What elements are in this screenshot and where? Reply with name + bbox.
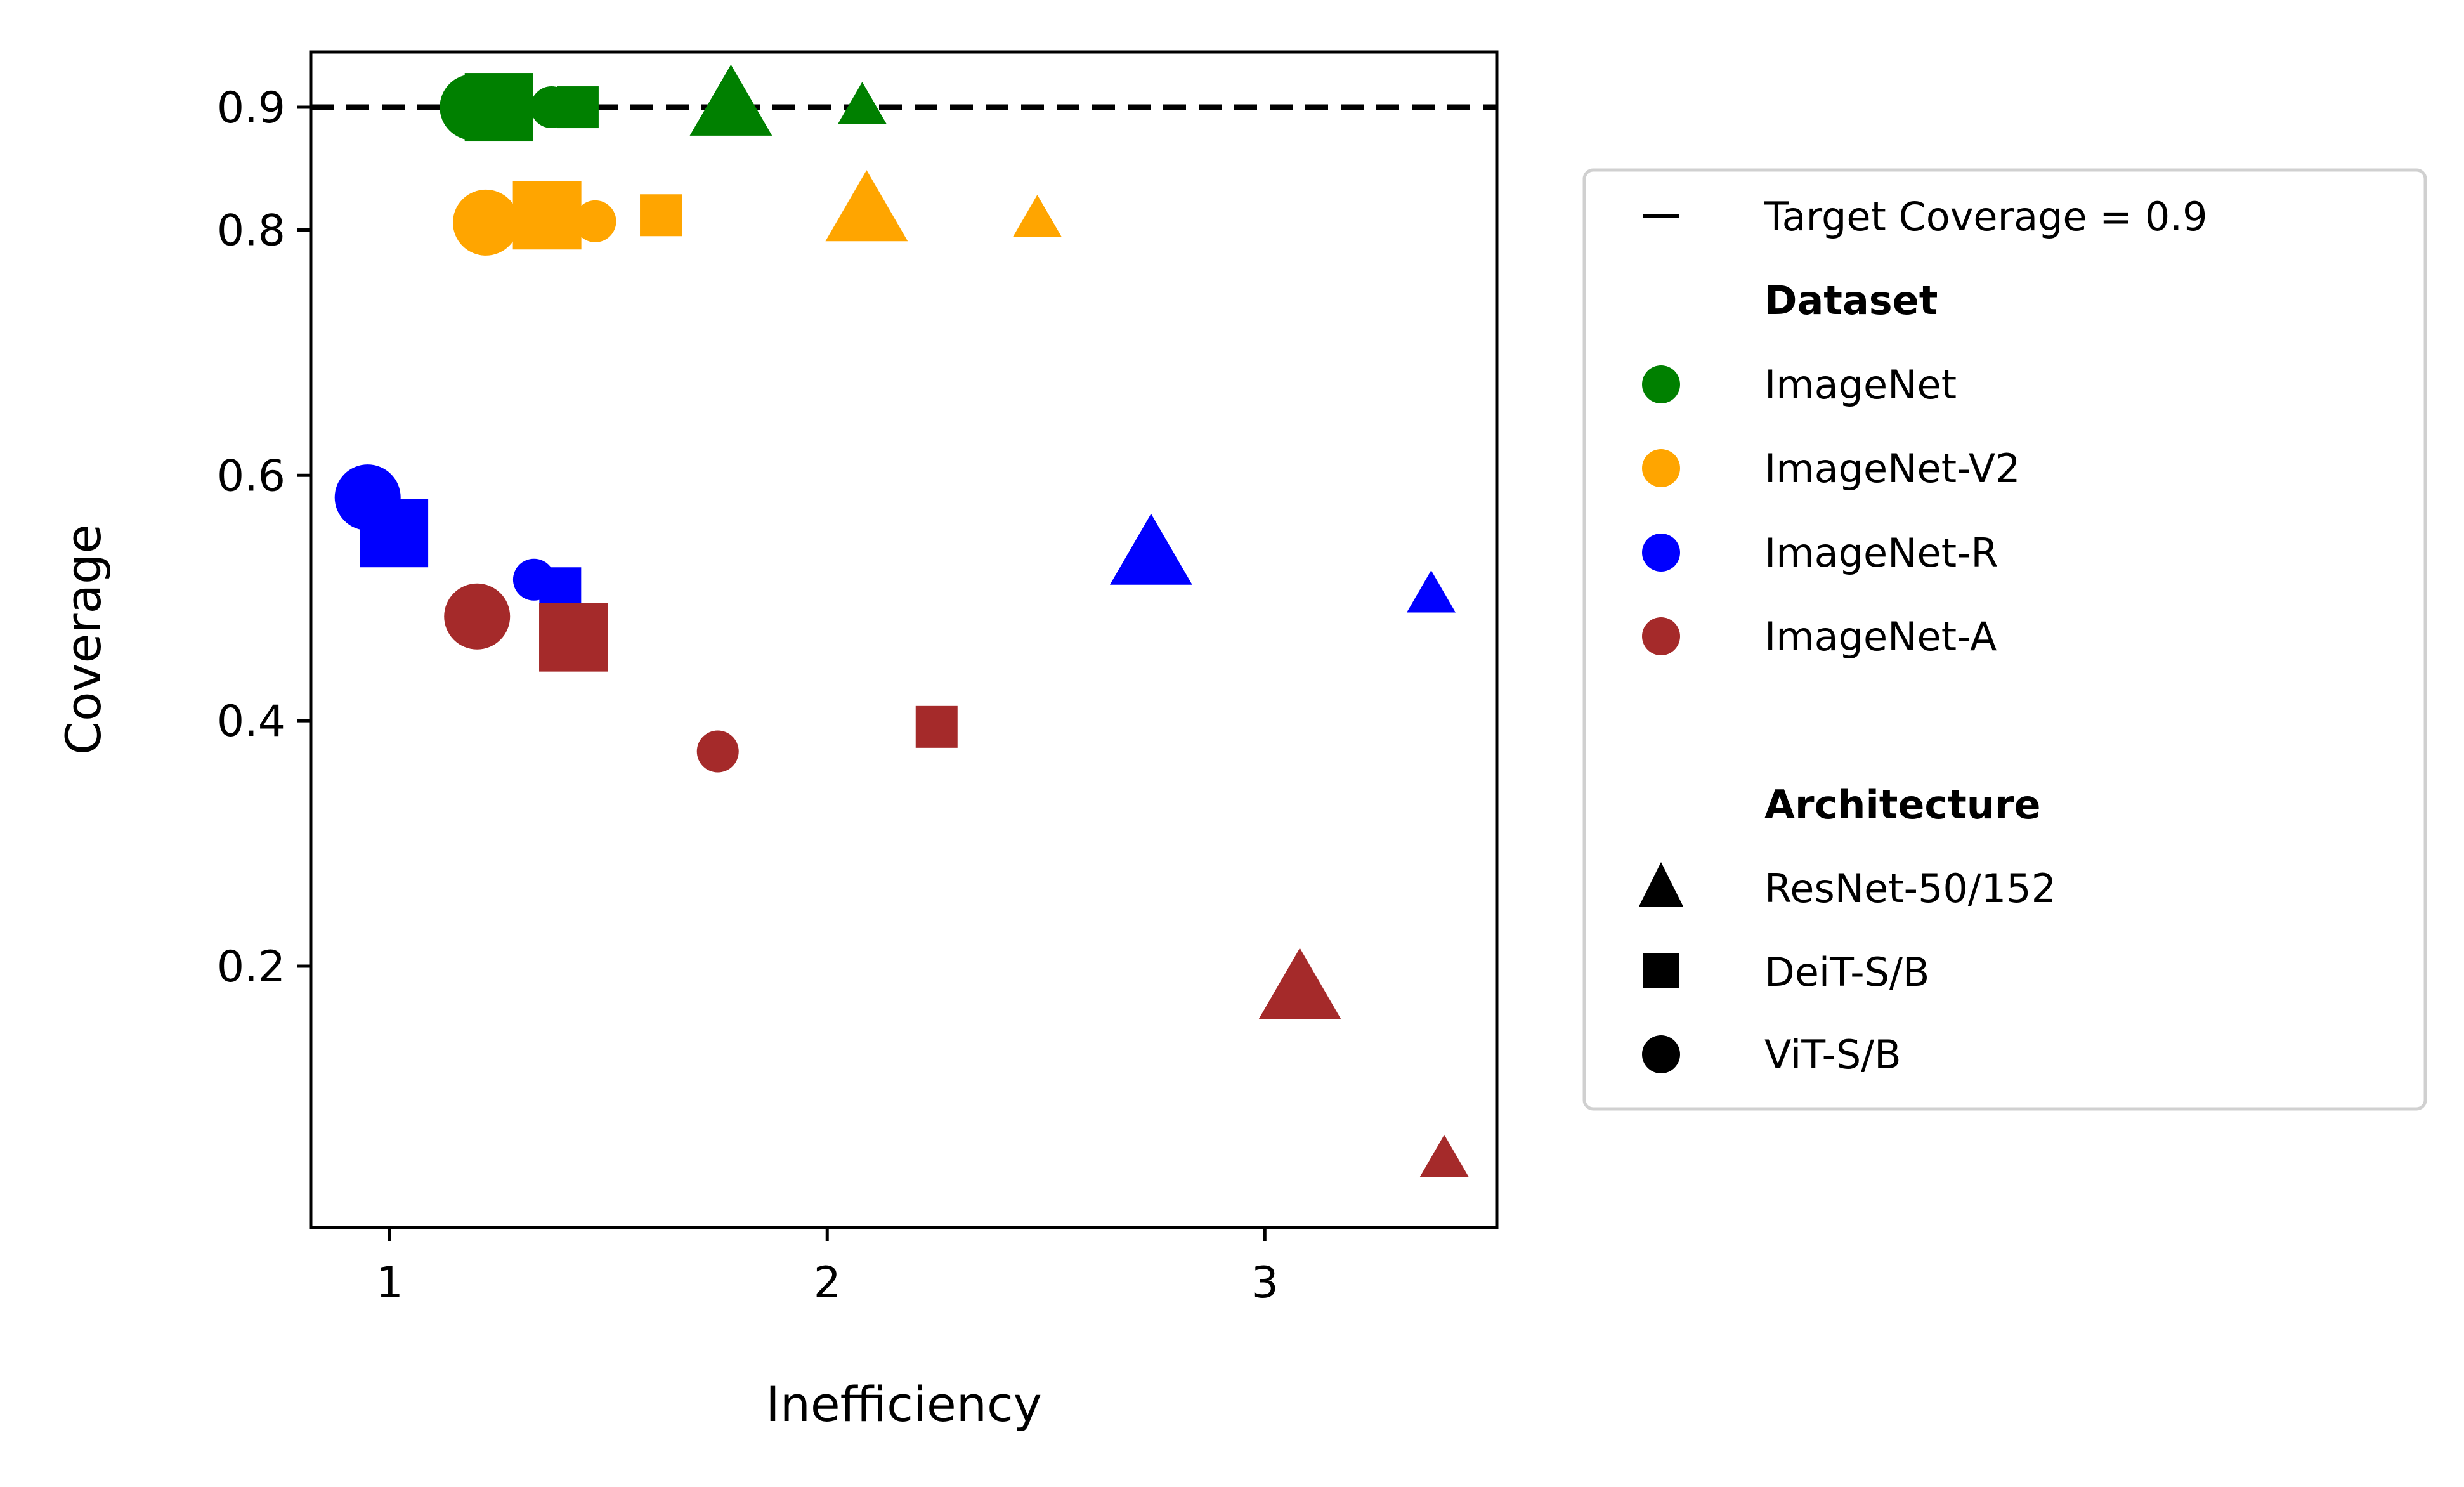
point-imagenet-r-resnet-50-152-small	[1406, 570, 1456, 613]
legend-imagenet-a-label: ImageNet-A	[1764, 613, 1997, 660]
y-tick-label: 0.6	[217, 451, 285, 501]
point-imagenet-v2-resnet-50-152-small	[1012, 195, 1062, 237]
legend-deit-label: DeiT-S/B	[1764, 949, 1929, 995]
point-imagenet-resnet-50-152-large	[689, 64, 772, 136]
point-imagenet-a-deit-s-b-small	[915, 705, 958, 748]
x-axis-label: Inefficiency	[766, 1376, 1041, 1432]
point-imagenet-v2-resnet-50-152-large	[825, 170, 908, 242]
legend-square-icon	[1643, 953, 1679, 988]
legend: Target Coverage = 0.9 Dataset ImageNet I…	[1582, 168, 2427, 1111]
point-imagenet-a-resnet-50-152-small	[1419, 1134, 1469, 1177]
x-tick-label: 1	[376, 1258, 403, 1308]
x-tick-label: 2	[814, 1258, 841, 1308]
point-imagenet-a-resnet-50-152-large	[1258, 948, 1341, 1019]
legend-triangle-icon	[1639, 862, 1683, 907]
legend-imagenet-a-circle-icon	[1642, 617, 1680, 655]
legend-dataset-heading: Dataset	[1764, 277, 1938, 324]
point-imagenet-a-deit-s-b-large	[539, 603, 608, 672]
point-imagenet-r-deit-s-b-small	[539, 567, 582, 610]
legend-imagenet-circle-icon	[1642, 365, 1680, 403]
y-axis-ticks: 0.2 0.4 0.6 0.8 0.9	[217, 83, 311, 992]
y-tick-label: 0.8	[217, 206, 285, 256]
legend-imagenet-r-label: ImageNet-R	[1764, 530, 1998, 576]
y-tick-label: 0.9	[217, 83, 285, 133]
point-imagenet-a-vit-s-b-small	[696, 730, 739, 773]
y-tick-label: 0.2	[217, 942, 285, 992]
y-axis-label: Coverage	[55, 524, 112, 755]
point-imagenet-deit-s-b-large	[464, 73, 533, 142]
point-imagenet-r-resnet-50-152-large	[1109, 513, 1192, 585]
legend-imagenet-r-circle-icon	[1642, 534, 1680, 572]
point-imagenet-resnet-50-152-small	[837, 82, 887, 124]
point-imagenet-v2-vit-s-b-large	[453, 189, 519, 256]
point-imagenet-v2-vit-s-b-small	[574, 200, 616, 242]
legend-imagenet-v2-circle-icon	[1642, 449, 1680, 487]
legend-frame	[1582, 168, 2427, 1111]
point-imagenet-r-deit-s-b-large	[360, 499, 429, 568]
plot-area: 1 2 3 0.2 0.4 0.6 0.8 0.9	[217, 50, 1499, 1308]
y-tick-label: 0.4	[217, 697, 285, 747]
point-imagenet-v2-deit-s-b-small	[640, 194, 682, 237]
data-points	[334, 64, 1469, 1177]
point-imagenet-deit-s-b-small	[556, 86, 599, 129]
x-axis-ticks: 1 2 3	[376, 1228, 1279, 1308]
point-imagenet-v2-deit-s-b-large	[512, 181, 582, 250]
legend-vit-label: ViT-S/B	[1764, 1032, 1901, 1078]
legend-resnet-label: ResNet-50/152	[1764, 865, 2056, 912]
point-imagenet-a-vit-s-b-large	[444, 583, 511, 650]
legend-imagenet-v2-label: ImageNet-V2	[1764, 445, 2021, 492]
legend-circle-icon	[1642, 1035, 1680, 1073]
x-tick-label: 3	[1251, 1258, 1279, 1308]
axes-frame	[309, 50, 1499, 1229]
legend-target-label: Target Coverage = 0.9	[1764, 193, 2208, 240]
legend-imagenet-label: ImageNet	[1764, 362, 1957, 408]
legend-architecture-heading: Architecture	[1764, 782, 2041, 828]
